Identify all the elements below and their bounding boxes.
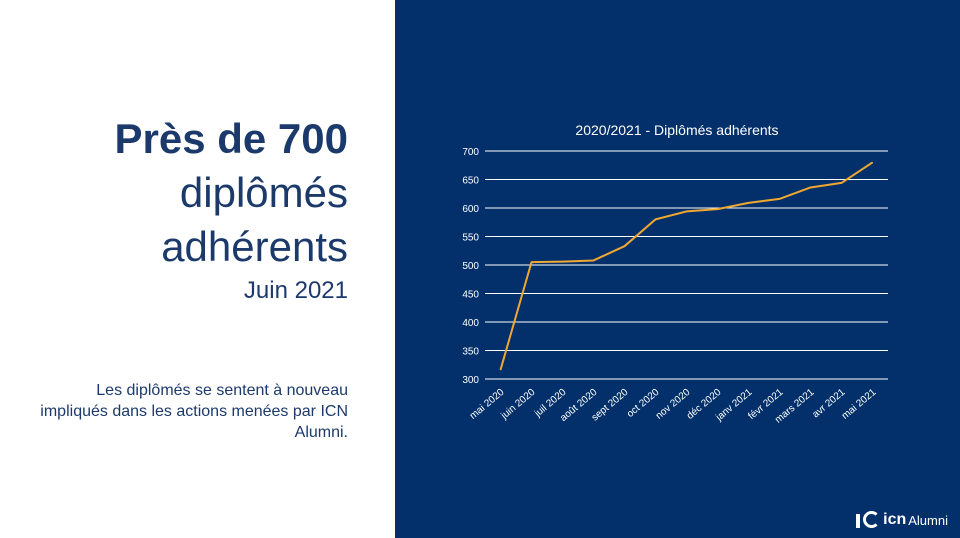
- y-tick-label: 600: [462, 204, 479, 215]
- logo-text-bold: icn: [883, 511, 907, 528]
- series-line: [499, 161, 874, 371]
- y-tick-label: 500: [462, 261, 479, 272]
- chart-title: 2020/2021 - Diplômés adhérents: [575, 122, 778, 138]
- data-point: [593, 259, 594, 261]
- line-chart: 2020/2021 - Diplômés adhérents 300 350 400…: [462, 122, 888, 426]
- data-point: [562, 261, 563, 263]
- y-tick-label: 400: [462, 318, 479, 329]
- data-point: [779, 198, 780, 200]
- x-tick-label: mai 2021: [840, 387, 879, 422]
- data-point: [872, 161, 873, 163]
- data-point: [686, 210, 687, 212]
- data-point: [717, 208, 718, 210]
- data-point: [841, 182, 842, 184]
- chart-panel: 2020/2021 - Diplômés adhérents 300 350 400…: [395, 0, 960, 538]
- headline-date: Juin 2021: [243, 277, 348, 304]
- data-point: [748, 202, 749, 204]
- icn-alumni-logo: icn Alumni: [856, 511, 948, 528]
- data-point: [655, 218, 656, 220]
- headline-line3: adhérents: [161, 223, 348, 270]
- data-point: [531, 261, 532, 263]
- x-tick-label: juin 2020: [498, 387, 537, 422]
- data-point: [810, 186, 811, 188]
- headline-bold: Près de 700: [114, 115, 348, 162]
- y-tick-label: 300: [462, 375, 479, 386]
- y-tick-label: 350: [462, 347, 479, 358]
- headline-line2: diplômés: [179, 169, 348, 216]
- data-point: [500, 369, 501, 371]
- icn-logo-icon: [856, 511, 881, 528]
- left-panel: Près de 700 diplômés adhérents Juin 2021…: [0, 0, 395, 538]
- y-tick-label: 650: [462, 176, 479, 187]
- headline: Près de 700 diplômés adhérents Juin 2021: [114, 112, 348, 306]
- data-point: [624, 245, 625, 247]
- y-tick-label: 700: [462, 147, 479, 158]
- y-tick-label: 550: [462, 233, 479, 244]
- y-tick-label: 450: [462, 290, 479, 301]
- logo-text-light: Alumni: [908, 513, 948, 528]
- description-text: Les diplômés se sentent à nouveau impliq…: [40, 382, 348, 441]
